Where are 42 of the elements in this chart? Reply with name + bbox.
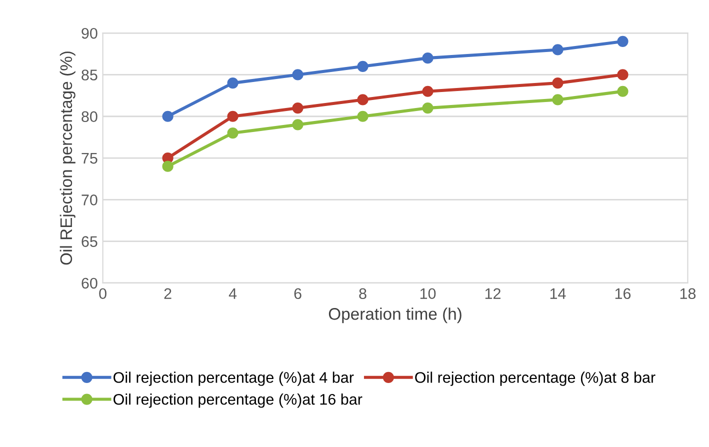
legend-label: Oil rejection percentage (%)at 16 bar [114, 394, 362, 408]
point [552, 77, 564, 89]
x-axis-title: Operation time (h) [328, 308, 462, 324]
point [422, 102, 434, 114]
y-axis-title: Oil REjection percentage (%) [60, 52, 76, 265]
x-tick-label: 8 [359, 288, 366, 300]
point [292, 119, 304, 130]
point [162, 110, 174, 122]
x-tick-label: 2 [164, 288, 172, 299]
point [292, 102, 304, 114]
point [162, 160, 174, 172]
x-tick-label: 10 [420, 288, 436, 300]
y-tick-label: 75 [82, 153, 98, 164]
x-tick-label: 12 [485, 288, 500, 299]
x-tick-label: 4 [228, 288, 237, 299]
point [357, 60, 368, 72]
point [552, 44, 564, 56]
point [617, 36, 628, 47]
point [357, 94, 368, 106]
point [422, 86, 434, 97]
point [227, 77, 238, 89]
y-tick-label: 85 [82, 70, 98, 80]
legend-label: Oil rejection percentage (%)at 8 bar [415, 372, 656, 386]
x-tick-label: 0 [99, 288, 106, 300]
point [617, 86, 628, 97]
y-tick-label: 70 [82, 194, 98, 206]
x-tick-label: 16 [615, 288, 631, 300]
x-tick-label: 14 [550, 288, 566, 299]
y-tick-label: 65 [82, 236, 98, 247]
point [227, 127, 238, 139]
y-tick-label: 80 [82, 111, 98, 122]
point [227, 110, 238, 122]
point [357, 110, 368, 122]
point [292, 69, 304, 80]
point [617, 69, 628, 80]
point [552, 94, 564, 106]
x-tick-label: 18 [680, 288, 696, 300]
legend-label: Oil rejection percentage (%)at 4 bar [114, 372, 354, 386]
x-tick-label: 6 [294, 288, 302, 300]
y-tick-label: 60 [82, 278, 98, 289]
point [422, 52, 434, 64]
y-tick-label: 90 [82, 28, 98, 39]
